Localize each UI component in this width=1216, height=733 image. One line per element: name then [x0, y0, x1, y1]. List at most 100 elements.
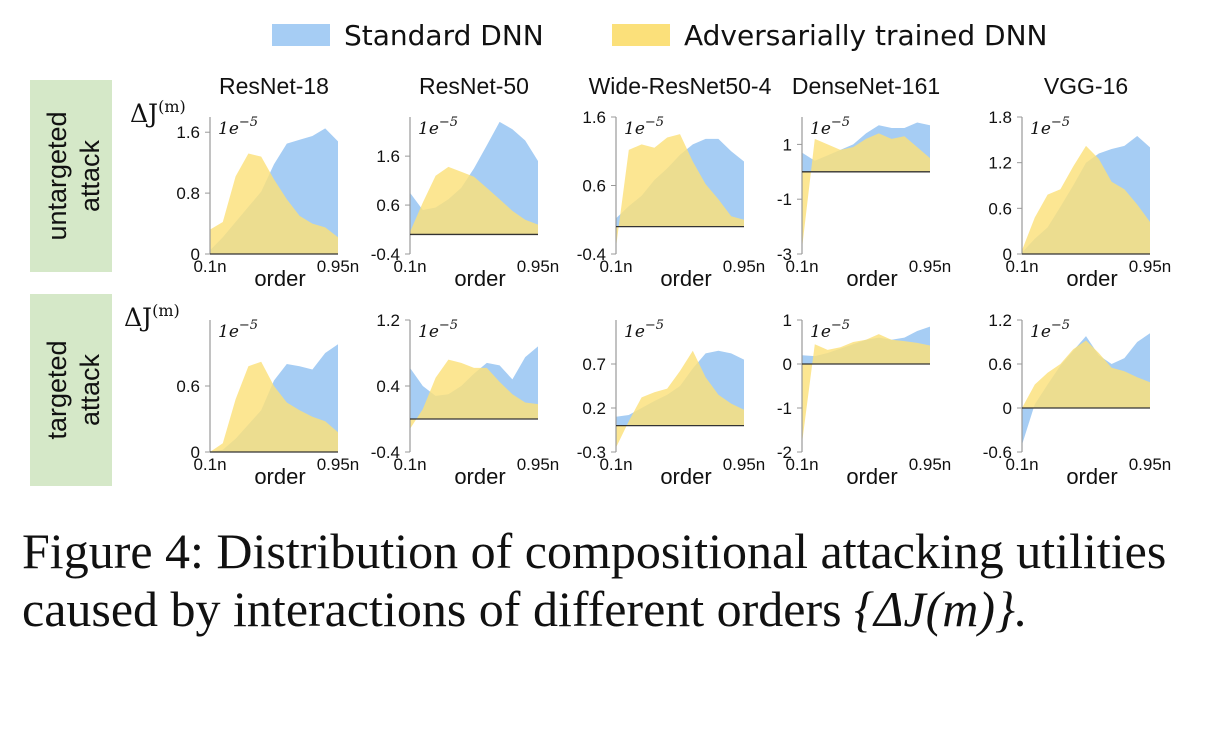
y-tick-label: -1 [777, 190, 792, 209]
x-axis-title: order [660, 266, 711, 291]
scale-base: 1e [810, 322, 831, 342]
y-tick-label: 0 [1003, 245, 1012, 264]
chart-panel: VGG-16 0 0.6 1.2 1.8 1e−5 0.1n 0.95n order [988, 73, 1171, 291]
y-tick-label: 0.6 [582, 177, 606, 196]
series-area-adversarial-dnn [210, 153, 338, 254]
x-tick-label: 0.95n [1129, 257, 1172, 276]
chart-panel: -0.6 0 0.6 1.2 1e−5 0.1n 0.95n order [983, 311, 1172, 489]
y-unit-symbol: ΔJ [130, 99, 158, 128]
row-label-background [30, 80, 112, 272]
x-tick-label: 0.1n [785, 455, 818, 474]
scale-annotation: 1e−5 [418, 115, 458, 139]
figure-caption: Figure 4: Distribution of compositional … [22, 522, 1202, 638]
scale-exponent: −5 [1051, 115, 1070, 130]
scale-annotation: 1e−5 [810, 318, 850, 342]
series-area-adversarial-dnn [802, 334, 930, 444]
x-tick-label: 0.95n [909, 455, 952, 474]
scale-exponent: −5 [645, 115, 664, 130]
y-unit-label-bottom: ΔJ(m) [124, 301, 180, 332]
y-tick-label: 1.6 [582, 108, 606, 127]
scale-base: 1e [810, 119, 831, 139]
x-tick-label: 0.1n [393, 257, 426, 276]
scale-exponent: −5 [645, 318, 664, 333]
y-tick-label: -0.4 [371, 245, 400, 264]
row-label-line2: attack [75, 353, 105, 426]
x-tick-label: 0.95n [723, 257, 766, 276]
chart-panel: ResNet-50 -0.4 0.6 1.6 1e−5 0.1n 0.95n order [371, 73, 560, 291]
y-tick-label: 0.7 [582, 355, 606, 374]
row-label-line1: targeted [42, 340, 72, 439]
scale-base: 1e [418, 322, 439, 342]
scale-base: 1e [624, 119, 645, 139]
row-label-background [30, 294, 112, 486]
series-area-adversarial-dnn [410, 166, 538, 235]
legend-label-adversarial: Adversarially trained DNN [684, 19, 1048, 52]
x-axis-title: order [254, 266, 305, 291]
y-unit-superscript: (m) [158, 97, 186, 116]
y-tick-label: 1.2 [988, 154, 1012, 173]
x-axis-title: order [454, 464, 505, 489]
x-tick-label: 0.95n [517, 455, 560, 474]
x-axis-title: order [454, 266, 505, 291]
x-tick-label: 0.1n [599, 257, 632, 276]
y-unit-superscript: (m) [152, 301, 180, 320]
y-tick-label: -0.4 [371, 443, 400, 462]
x-axis-title: order [660, 464, 711, 489]
y-tick-label: 1.2 [988, 311, 1012, 330]
series-area-adversarial-dnn [1022, 145, 1150, 254]
x-tick-label: 0.1n [393, 455, 426, 474]
scale-exponent: −5 [439, 318, 458, 333]
chart-title: VGG-16 [1044, 73, 1128, 99]
scale-exponent: −5 [831, 318, 850, 333]
y-tick-label: 0 [783, 355, 792, 374]
y-tick-label: -1 [777, 399, 792, 418]
scale-base: 1e [418, 119, 439, 139]
scale-annotation: 1e−5 [810, 115, 850, 139]
scale-base: 1e [1030, 119, 1051, 139]
y-unit-label-top: ΔJ(m) [130, 97, 186, 128]
chart-panel: -0.4 0.4 1.2 1e−5 0.1n 0.95n order [371, 311, 560, 489]
y-tick-label: 0.8 [176, 184, 200, 203]
x-axis-title: order [846, 266, 897, 291]
row-label-untargeted: untargeted attack [30, 80, 112, 272]
x-axis-title: order [1066, 266, 1117, 291]
x-tick-label: 0.95n [1129, 455, 1172, 474]
y-unit-symbol: ΔJ [124, 303, 152, 332]
legend-swatch-adversarial [612, 24, 670, 46]
scale-exponent: −5 [831, 115, 850, 130]
scale-annotation: 1e−5 [624, 115, 664, 139]
x-tick-label: 0.1n [1005, 455, 1038, 474]
scale-annotation: 1e−5 [218, 115, 258, 139]
x-tick-label: 0.1n [193, 257, 226, 276]
scale-base: 1e [624, 322, 645, 342]
chart-panel: Wide-ResNet50-4 -0.4 0.6 1.6 1e−5 0.1n 0.95n or… [577, 73, 772, 291]
y-tick-label: 1.6 [176, 123, 200, 142]
y-tick-label: 0.2 [582, 399, 606, 418]
x-axis-title: order [1066, 464, 1117, 489]
y-tick-label: -0.3 [577, 443, 606, 462]
chart-title: ResNet-50 [419, 73, 529, 99]
scale-exponent: −5 [239, 318, 258, 333]
series-area-adversarial-dnn [616, 350, 744, 448]
y-tick-label: 1 [783, 311, 792, 330]
series-area-adversarial-dnn [1022, 340, 1150, 408]
y-tick-label: 1 [783, 135, 792, 154]
y-tick-label: 0.6 [988, 199, 1012, 218]
chart-title: Wide-ResNet50-4 [589, 73, 772, 99]
series-area-adversarial-dnn [410, 359, 538, 429]
x-tick-label: 0.1n [785, 257, 818, 276]
series-area-adversarial-dnn [616, 134, 744, 248]
scale-exponent: −5 [1051, 318, 1070, 333]
series-area-adversarial-dnn [802, 133, 930, 249]
x-tick-label: 0.95n [909, 257, 952, 276]
y-tick-label: 0.6 [176, 377, 200, 396]
x-tick-label: 0.95n [317, 257, 360, 276]
scale-annotation: 1e−5 [418, 318, 458, 342]
y-tick-label: 0.4 [376, 377, 400, 396]
x-tick-label: 0.1n [599, 455, 632, 474]
y-tick-label: -0.6 [983, 443, 1012, 462]
row-label-targeted: targeted attack [30, 294, 112, 486]
caption-text: Figure 4: Distribution of compositional … [22, 523, 1167, 637]
x-tick-label: 0.1n [193, 455, 226, 474]
